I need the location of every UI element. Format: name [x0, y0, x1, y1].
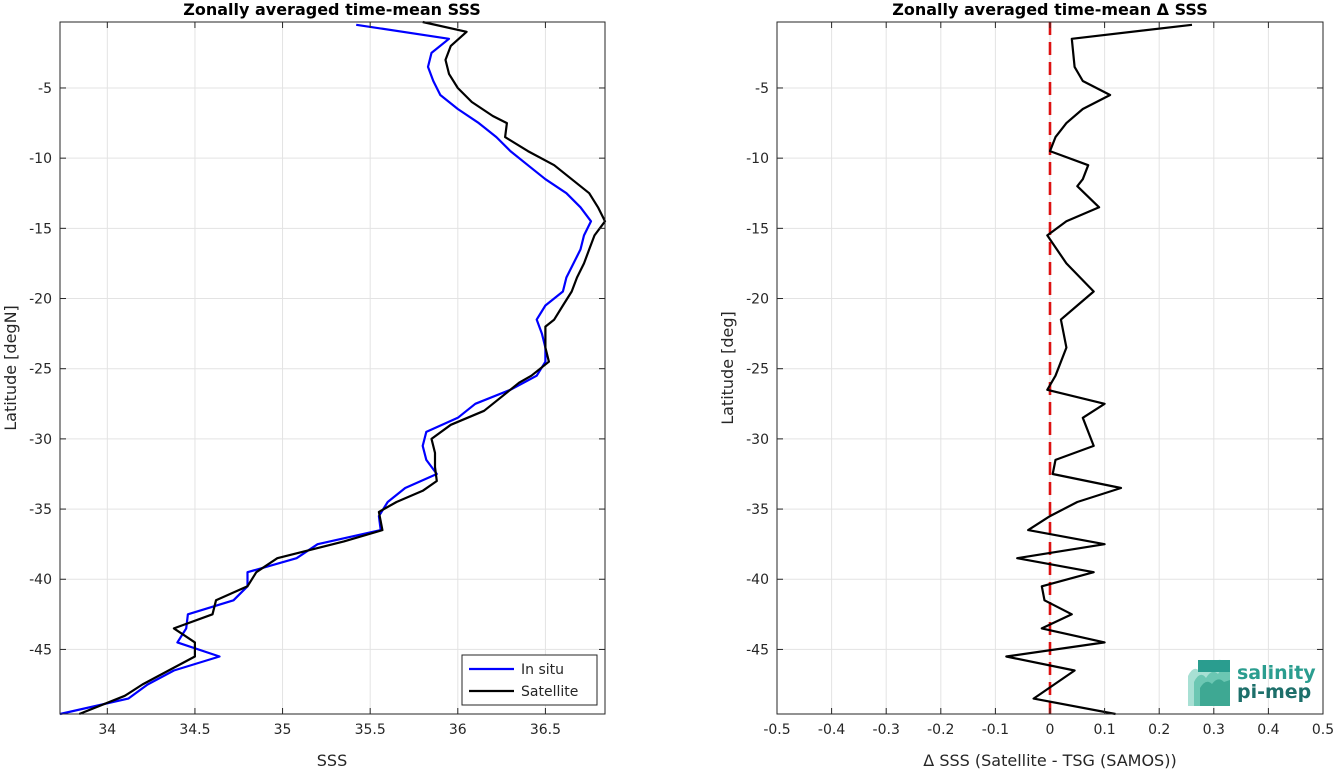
sss-x-tick-label: 34.5: [179, 722, 210, 738]
sss-x-tick-label: 36: [449, 722, 467, 738]
sss-plot-area: [60, 22, 605, 714]
sss-x-axis-label: SSS: [317, 751, 347, 769]
sss-x-tick-label: 35.5: [355, 722, 386, 738]
delta-y-tick-label: -35: [746, 502, 769, 518]
legend-label-satellite: Satellite: [521, 684, 578, 700]
sss-y-tick-label: -10: [29, 151, 52, 167]
sss-axes-box: [59, 21, 606, 715]
delta-sss-panel: salinity pi-mep -0.5 -0.4 -0.3 -0.2 -0.1 0 0.1…: [718, 0, 1334, 770]
logo-text-pi-mep: pi-mep: [1237, 681, 1311, 703]
delta-y-tick-label: -15: [746, 221, 769, 237]
sss-y-tick-label: -20: [29, 292, 52, 308]
logo-wave-icon: [1188, 659, 1230, 706]
delta-x-tick-label: -0.2: [927, 722, 954, 738]
sss-legend: In situ Satellite: [461, 654, 598, 706]
delta-chart-title: Zonally averaged time-mean Δ SSS: [892, 0, 1208, 19]
delta-x-tick-label: -0.3: [873, 722, 900, 738]
sss-y-tick-label: -25: [29, 362, 52, 378]
delta-y-axis-label: Latitude [deg]: [718, 311, 737, 425]
sss-y-tick-label: -40: [29, 572, 52, 588]
delta-x-tick-label: -0.1: [982, 722, 1009, 738]
delta-y-tick-label: -25: [746, 362, 769, 378]
sss-y-tick-label: -15: [29, 221, 52, 237]
sss-x-tick-label: 34: [98, 722, 116, 738]
delta-x-tick-label: 0.4: [1257, 722, 1279, 738]
sss-grid: [60, 22, 605, 714]
sss-series-lines: [59, 20, 607, 716]
sss-x-tick-label: 35: [274, 722, 292, 738]
delta-y-tick-label: -20: [746, 292, 769, 308]
salinity-pi-mep-logo: salinity pi-mep: [1188, 659, 1316, 706]
delta-y-ticks: -5 -10 -15 -20 -25 -30 -35 -40 -45: [746, 81, 1323, 658]
delta-y-tick-label: -45: [746, 642, 769, 658]
delta-x-tick-label: 0: [1046, 722, 1055, 738]
sss-x-tick-label: 36.5: [530, 722, 561, 738]
sss-x-ticks: 34 34.5 35 35.5 36 36.5: [98, 22, 561, 738]
sss-y-tick-label: -45: [29, 642, 52, 658]
sss-y-ticks: -5 -10 -15 -20 -25 -30 -35 -40 -45: [29, 81, 605, 658]
delta-y-tick-label: -10: [746, 151, 769, 167]
delta-series-lines: [1005, 23, 1193, 716]
delta-x-axis-label: Δ SSS (Satellite - TSG (SAMOS)): [923, 751, 1176, 769]
delta-series-difference: [1005, 23, 1193, 716]
delta-x-tick-label: -0.5: [763, 722, 790, 738]
sss-y-tick-label: -5: [38, 81, 52, 97]
delta-x-tick-label: 0.1: [1093, 722, 1115, 738]
sss-y-axis-label: Latitude [degN]: [1, 305, 20, 431]
sss-y-tick-label: -35: [29, 502, 52, 518]
logo-text-salinity: salinity: [1237, 662, 1316, 684]
delta-x-tick-label: -0.4: [818, 722, 845, 738]
legend-label-in-situ: In situ: [521, 662, 564, 678]
legend-box: [461, 654, 598, 706]
sss-chart-title: Zonally averaged time-mean SSS: [183, 0, 481, 19]
delta-y-tick-label: -30: [746, 432, 769, 448]
delta-y-tick-label: -5: [755, 81, 769, 97]
delta-x-tick-label: 0.2: [1148, 722, 1170, 738]
delta-x-tick-label: 0.5: [1312, 722, 1334, 738]
sss-series-satellite: [78, 20, 607, 716]
delta-x-ticks: -0.5 -0.4 -0.3 -0.2 -0.1 0 0.1 0.2 0.3 0.4 0.5: [763, 22, 1334, 738]
delta-x-tick-label: 0.3: [1203, 722, 1225, 738]
sss-panel: 34 34.5 35 35.5 36 36.5 -5-10-15-20-25-30-35-…: [1, 0, 607, 770]
delta-y-tick-label: -40: [746, 572, 769, 588]
sss-y-tick-label: -30: [29, 432, 52, 448]
